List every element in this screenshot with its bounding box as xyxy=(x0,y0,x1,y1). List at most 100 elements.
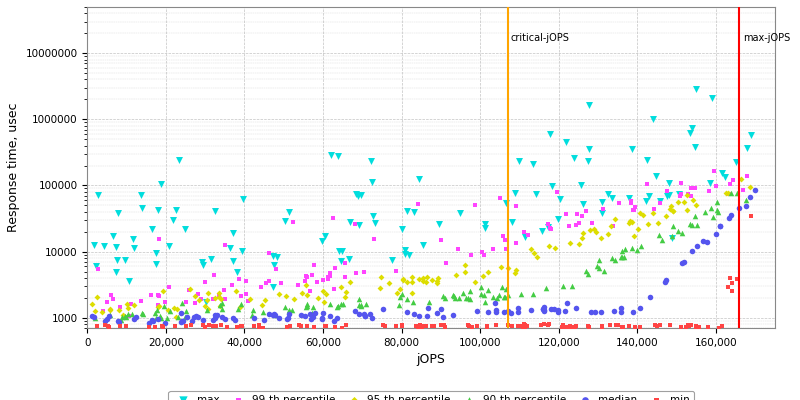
95-th percentile xyxy=(311,295,324,302)
median xyxy=(511,308,524,315)
99-th percentile xyxy=(723,180,736,187)
min xyxy=(559,324,572,330)
min xyxy=(247,323,260,329)
99-th percentile xyxy=(580,208,593,214)
max xyxy=(344,218,357,225)
90-th percentile xyxy=(257,309,270,315)
median xyxy=(732,205,745,212)
min xyxy=(417,323,430,329)
99-th percentile xyxy=(682,191,694,197)
max xyxy=(552,216,565,222)
median xyxy=(268,311,281,317)
Text: critical-jOPS: critical-jOPS xyxy=(511,33,570,43)
min xyxy=(180,323,193,329)
99-th percentile xyxy=(550,189,563,195)
max xyxy=(596,199,609,205)
median xyxy=(552,309,565,315)
median xyxy=(505,310,518,316)
90-th percentile xyxy=(89,315,102,321)
99-th percentile xyxy=(124,301,137,308)
99-th percentile xyxy=(104,291,117,298)
95-th percentile xyxy=(243,296,256,302)
median xyxy=(421,312,434,319)
max xyxy=(128,245,141,251)
median xyxy=(363,311,376,318)
90-th percentile xyxy=(353,301,366,308)
90-th percentile xyxy=(161,314,174,321)
95-th percentile xyxy=(417,275,430,281)
95-th percentile xyxy=(234,304,246,310)
99-th percentile xyxy=(134,298,147,305)
min xyxy=(119,323,132,329)
min xyxy=(517,324,530,331)
max xyxy=(663,192,676,198)
median xyxy=(304,316,317,322)
90-th percentile xyxy=(526,290,539,297)
max xyxy=(417,242,430,248)
max xyxy=(666,234,678,241)
95-th percentile xyxy=(583,227,596,233)
90-th percentile xyxy=(394,294,406,301)
95-th percentile xyxy=(214,303,227,310)
max xyxy=(110,244,122,251)
min xyxy=(410,322,422,329)
min xyxy=(568,324,581,330)
99-th percentile xyxy=(576,212,589,219)
90-th percentile xyxy=(234,300,247,307)
99-th percentile xyxy=(707,168,720,174)
max xyxy=(91,192,104,198)
min xyxy=(196,322,209,328)
median xyxy=(209,312,222,318)
min xyxy=(701,324,714,330)
min xyxy=(679,324,692,330)
99-th percentile xyxy=(674,192,686,199)
95-th percentile xyxy=(720,190,733,196)
99-th percentile xyxy=(263,250,276,256)
99-th percentile xyxy=(218,242,231,248)
95-th percentile xyxy=(681,192,694,198)
99-th percentile xyxy=(368,236,381,242)
min xyxy=(582,323,595,330)
95-th percentile xyxy=(672,199,685,205)
max xyxy=(646,116,659,123)
max xyxy=(365,178,378,185)
95-th percentile xyxy=(318,298,330,305)
99-th percentile xyxy=(323,273,336,279)
max xyxy=(661,192,674,199)
95-th percentile xyxy=(214,296,227,302)
min xyxy=(149,323,162,330)
90-th percentile xyxy=(626,245,638,251)
median xyxy=(627,309,640,316)
90-th percentile xyxy=(666,223,679,230)
max xyxy=(134,192,147,198)
max xyxy=(209,208,222,214)
min xyxy=(595,323,608,330)
90-th percentile xyxy=(618,254,630,261)
90-th percentile xyxy=(104,312,117,318)
90-th percentile xyxy=(666,233,678,240)
min xyxy=(511,323,524,330)
90-th percentile xyxy=(306,310,318,316)
min xyxy=(419,323,432,330)
99-th percentile xyxy=(684,192,697,199)
99-th percentile xyxy=(661,187,674,194)
99-th percentile xyxy=(153,293,166,299)
90-th percentile xyxy=(474,283,487,290)
median xyxy=(281,316,294,322)
max xyxy=(126,236,139,242)
max xyxy=(278,218,291,225)
max xyxy=(342,255,355,262)
95-th percentile xyxy=(375,274,388,280)
90-th percentile xyxy=(115,314,128,320)
90-th percentile xyxy=(449,294,462,301)
max xyxy=(150,250,162,256)
95-th percentile xyxy=(120,301,133,308)
median xyxy=(113,319,126,326)
90-th percentile xyxy=(154,313,166,320)
median xyxy=(215,314,228,320)
max xyxy=(626,146,638,152)
90-th percentile xyxy=(492,292,505,298)
90-th percentile xyxy=(582,270,594,277)
90-th percentile xyxy=(438,294,451,301)
90-th percentile xyxy=(580,268,593,274)
